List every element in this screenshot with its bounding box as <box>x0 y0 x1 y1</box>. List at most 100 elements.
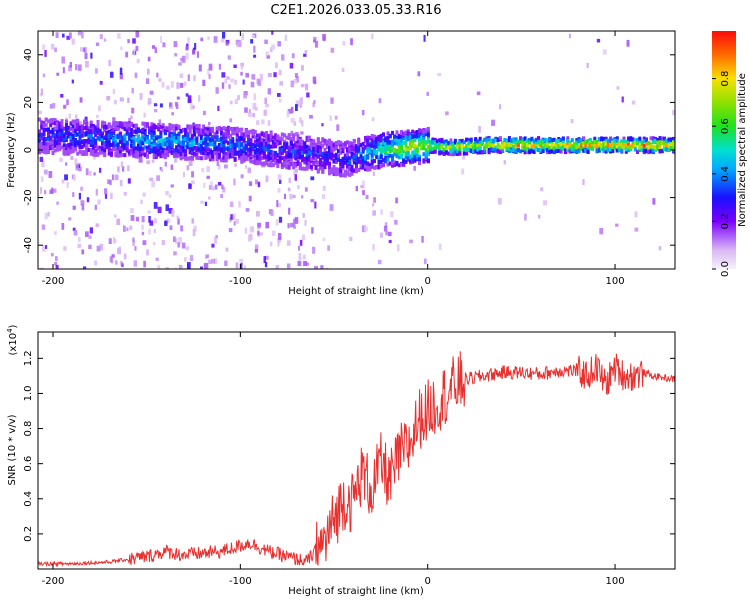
spectrogram-ridge-cell <box>420 135 424 140</box>
spectrogram-ridge-cell <box>215 154 219 159</box>
spectrogram-ridge-cell <box>256 140 260 145</box>
spectrogram-ridge-cell <box>402 162 406 167</box>
spectrogram-ridge-cell <box>193 132 197 137</box>
spectrogram-ridge-cell <box>364 154 367 159</box>
spectrogram-ridge-cell <box>226 155 230 160</box>
spectrogram-ridge-cell <box>92 146 95 151</box>
spectrogram-ridge-cell <box>130 133 134 138</box>
spectrogram-ridge-cell <box>301 139 304 144</box>
spectrogram-speckle <box>616 86 620 90</box>
spectrogram-ridge-cell <box>503 138 507 142</box>
spectrogram-ridge-cell <box>204 151 208 156</box>
spectrogram-ridge-cell <box>186 156 190 161</box>
spectrogram-ridge-cell <box>476 147 480 152</box>
spectrogram-ridge-cell <box>184 132 188 137</box>
spectrogram-speckle <box>248 112 252 117</box>
colorbar-ticks: 0.00.20.40.60.8 <box>712 71 731 277</box>
spectrogram-ridge-cell <box>181 135 185 140</box>
spectrogram-ridge-cell <box>103 141 107 145</box>
spectrogram-ridge-cell <box>141 141 145 146</box>
spectrogram-ridge-cell <box>379 147 383 152</box>
spectrogram-ridge-cell <box>130 139 134 144</box>
spectrogram-ridge-cell <box>307 164 311 169</box>
spectrogram-ridge-cell <box>346 155 349 160</box>
spectrogram-speckle <box>290 222 295 228</box>
spectrogram-ridge-cell <box>411 142 415 147</box>
spectrogram-ridge-cell <box>629 147 633 152</box>
spectrogram-speckle <box>658 246 662 251</box>
spectrogram-speckle <box>293 218 296 226</box>
spectrogram-ridge-cell <box>159 125 163 129</box>
spectrogram-speckle <box>151 180 155 188</box>
spectrogram-ridge-cell <box>397 155 401 160</box>
spectrogram-ridge-cell <box>287 133 291 138</box>
spectrogram-speckle <box>245 208 250 212</box>
spectrogram-speckle <box>255 179 258 185</box>
spectrogram-speckle <box>52 188 57 193</box>
spectrogram-ridge-cell <box>379 164 383 169</box>
spectrogram-speckle <box>221 82 225 89</box>
spectrogram-speckle <box>118 126 123 134</box>
spectrogram-ridge-cell <box>166 126 170 131</box>
spectrogram-ridge-cell <box>67 150 71 155</box>
spectrogram-ridge-cell <box>339 158 343 163</box>
spectrogram-ridge-cell <box>382 144 385 149</box>
spectrogram-speckle <box>388 231 392 237</box>
spectrogram-speckle <box>200 200 204 204</box>
spectrogram-ridge-cell <box>51 130 55 135</box>
spectrogram-ridge-cell <box>447 151 451 156</box>
spectrogram-ridge-cell <box>546 138 550 143</box>
spectrogram-ridge-cell <box>96 123 100 128</box>
spectrogram-ridge-cell <box>85 144 89 149</box>
spectrogram-speckle <box>372 171 375 176</box>
spectrogram-ridge-cell <box>145 139 149 144</box>
spectrogram-speckle <box>85 231 89 237</box>
spectrogram-speckle <box>225 41 229 46</box>
spectrogram-ridge-cell <box>348 167 352 172</box>
spectrogram-ridge-cell <box>355 148 358 153</box>
spectrogram-ridge-cell <box>247 135 251 140</box>
spectrogram-ridge-cell <box>656 138 660 142</box>
spectrogram-speckle <box>300 131 304 135</box>
spectrogram-ridge-cell <box>74 143 77 148</box>
spectrogram-ridge-cell <box>283 146 287 151</box>
spectrogram-ridge-cell <box>422 137 426 142</box>
spectrogram-ridge-cell <box>78 129 82 134</box>
spectrogram-speckle <box>190 103 194 110</box>
spectrogram-ridge-cell <box>478 150 482 155</box>
spectrogram-ridge-cell <box>622 145 626 150</box>
spectrogram-ridge-cell <box>157 126 161 131</box>
spectrogram-speckle <box>170 164 174 170</box>
spectrogram-ridge-cell <box>566 147 570 152</box>
spectrogram-ridge-cell <box>600 147 604 151</box>
spectrogram-ridge-cell <box>181 146 185 151</box>
spectrogram-ridge-cell <box>301 166 304 171</box>
spectrogram-ridge-cell <box>217 155 221 159</box>
spectrogram-speckle <box>200 266 203 269</box>
spectrogram-ridge-cell <box>294 149 298 154</box>
spectrogram-ridge-cell <box>397 141 401 146</box>
spectrogram-ridge-cell <box>573 142 577 147</box>
spectrogram-speckle <box>129 225 133 231</box>
spectrogram-ridge-cell <box>418 129 421 134</box>
spectrogram-speckle <box>286 240 291 246</box>
colorbar-tick-label: 0.2 <box>720 213 731 229</box>
spectrogram-speckle <box>254 244 259 251</box>
spectrogram-ridge-cell <box>125 140 129 145</box>
spectrogram-ridge-cell <box>172 133 176 138</box>
spectrogram-ridge-cell <box>323 152 327 157</box>
spectrogram-ridge-cell <box>226 147 230 152</box>
spectrogram-ridge-cell <box>429 141 433 146</box>
spectrogram-ridge-cell <box>307 162 311 167</box>
spectrogram-ridge-cell <box>303 149 307 154</box>
spectrogram-ridge-cell <box>397 143 401 148</box>
spectrogram-ridge-cell <box>384 147 388 152</box>
spectrogram-speckle <box>293 168 297 176</box>
spectrogram-ridge-cell <box>112 131 116 136</box>
spectrogram-ridge-cell <box>305 136 309 141</box>
spectrogram-ridge-cell <box>145 145 149 150</box>
spectrogram-ridge-cell <box>175 145 179 150</box>
spectrogram-ridge-cell <box>121 144 125 149</box>
spectrogram-speckle <box>166 85 170 90</box>
